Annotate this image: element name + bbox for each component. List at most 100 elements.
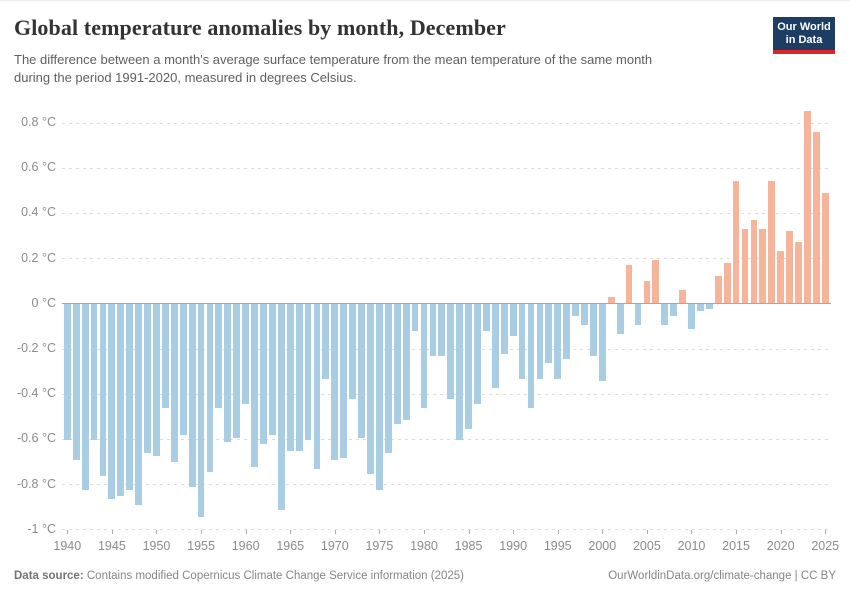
x-axis-label: 2010	[677, 539, 706, 553]
bar-1943	[90, 304, 98, 440]
bar-2004	[634, 304, 642, 325]
bar-1991	[518, 304, 526, 379]
bar-2014	[723, 262, 731, 304]
y-axis-label: 0.4 °C	[21, 205, 56, 220]
page-title: Global temperature anomalies by month, D…	[14, 15, 506, 40]
bar-1966	[295, 304, 303, 452]
bar-1977	[393, 304, 401, 425]
x-axis-label: 1985	[454, 539, 483, 553]
bar-2016	[741, 228, 749, 304]
bar-2022	[795, 242, 802, 304]
x-axis-label: 1945	[97, 539, 126, 553]
bar-1982	[438, 304, 446, 357]
bar-2009	[679, 289, 686, 304]
x-axis-label: 1965	[276, 539, 305, 553]
x-axis-label: 1975	[365, 539, 394, 553]
x-axis-label: 1960	[231, 539, 260, 553]
x-axis-label: 2005	[632, 539, 661, 553]
subtitle-line-1: The difference between a month's average…	[14, 52, 653, 67]
bar-1970	[331, 304, 339, 461]
bar-1974	[367, 304, 374, 474]
owid-url-link[interactable]: OurWorldinData.org/climate-change | CC B…	[608, 570, 836, 582]
x-axis-tick	[111, 529, 113, 534]
y-axis-label: -0.6 °C	[16, 431, 56, 446]
bar-1990	[509, 304, 517, 336]
y-axis-label: -0.8 °C	[16, 476, 56, 491]
bar-1947	[126, 304, 134, 490]
x-axis-tick	[379, 529, 381, 534]
x-axis-tick	[780, 529, 782, 534]
bar-1978	[402, 304, 410, 420]
bar-1972	[349, 304, 357, 400]
bar-1942	[81, 304, 89, 490]
bar-1952	[170, 304, 178, 463]
data-source-label: Data source:	[14, 570, 84, 582]
bar-1969	[322, 304, 330, 379]
x-axis-label: 1955	[187, 539, 215, 553]
bar-1981	[429, 304, 437, 357]
bar-1985	[465, 304, 472, 429]
bar-2013	[714, 276, 722, 304]
bar-2024	[812, 131, 820, 304]
bar-2007	[661, 304, 669, 325]
gridline	[62, 122, 831, 124]
x-axis-tick	[825, 529, 827, 534]
y-axis-label: -0.2 °C	[16, 341, 56, 355]
gridline	[62, 393, 831, 395]
bar-2021	[786, 230, 793, 304]
bar-1997	[572, 304, 579, 316]
x-axis-label: 1970	[320, 539, 349, 553]
bar-1984	[456, 304, 464, 440]
bar-1962	[260, 304, 267, 445]
bar-1975	[376, 304, 383, 490]
bar-1944	[99, 304, 107, 477]
x-axis-label: 1990	[499, 539, 528, 553]
gridline	[62, 438, 831, 440]
x-axis-label: 1995	[543, 539, 572, 553]
bar-2000	[598, 304, 606, 382]
x-axis-label: 2025	[811, 539, 840, 553]
bar-1988	[491, 304, 499, 388]
bar-1987	[483, 304, 490, 332]
x-axis-label: 2020	[766, 539, 795, 553]
bar-1948	[135, 304, 143, 506]
zero-axis-line	[62, 303, 831, 305]
bar-1951	[161, 304, 169, 409]
x-axis-tick	[513, 529, 515, 534]
bar-1959	[233, 304, 241, 438]
bar-1976	[384, 304, 392, 454]
bar-1961	[251, 304, 258, 468]
data-source-text: Contains modified Copernicus Climate Cha…	[83, 570, 464, 582]
bar-1950	[153, 304, 160, 456]
x-axis-tick	[423, 529, 425, 534]
gridline	[62, 529, 831, 531]
bar-2005	[643, 280, 651, 304]
bar-2020	[777, 251, 785, 304]
bar-2012	[705, 304, 713, 309]
bar-1945	[108, 304, 116, 499]
bar-1999	[590, 304, 597, 357]
bar-1949	[144, 304, 151, 454]
y-axis-label: 0.2 °C	[21, 250, 56, 265]
x-axis-tick	[736, 529, 738, 534]
bar-1954	[188, 304, 196, 488]
x-axis-label: 1940	[53, 539, 82, 553]
bar-1953	[179, 304, 187, 436]
bar-1958	[224, 304, 232, 443]
owid-logo: Our World in Data	[773, 17, 835, 54]
bar-2011	[697, 304, 704, 312]
bar-1941	[72, 304, 80, 461]
gridline	[62, 167, 831, 169]
x-axis-label: 1980	[410, 539, 438, 553]
bar-1967	[304, 304, 312, 440]
bar-2006	[652, 260, 660, 304]
logo-red-stripe	[773, 50, 835, 54]
bar-2018	[759, 228, 767, 304]
gridline	[62, 348, 831, 350]
logo-line-1: Our World	[777, 21, 831, 33]
bar-2002	[616, 304, 624, 334]
x-axis-tick	[602, 529, 604, 534]
x-axis-tick	[468, 529, 470, 534]
